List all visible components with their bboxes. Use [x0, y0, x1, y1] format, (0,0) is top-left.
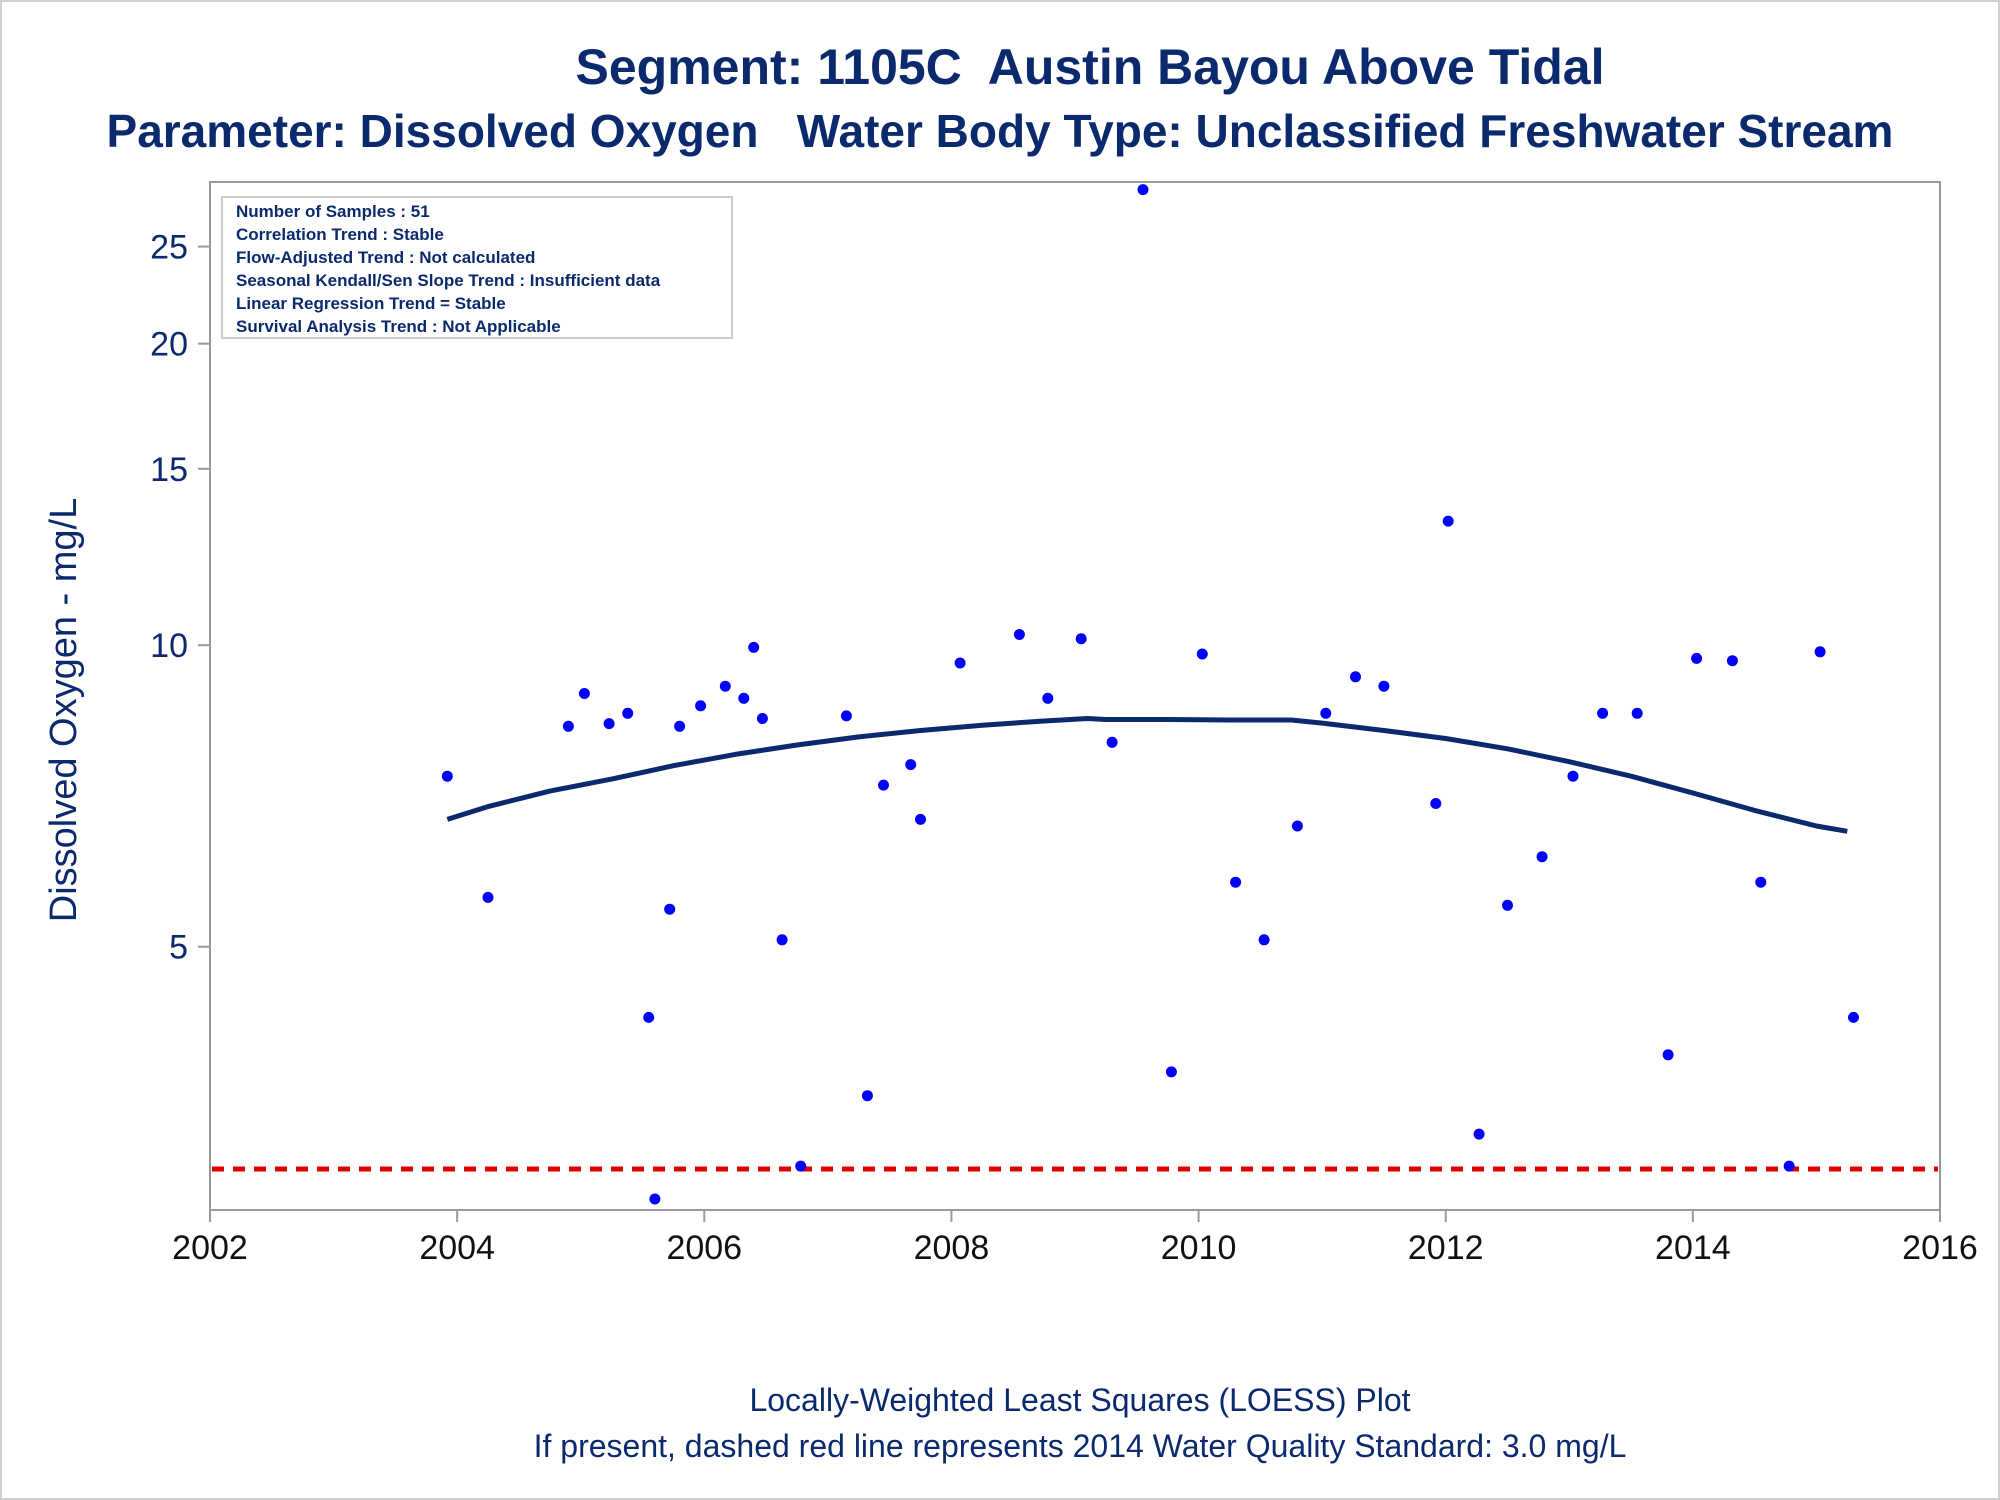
data-point	[603, 718, 615, 730]
data-point	[1848, 1011, 1859, 1023]
stats-line-flow-adjusted: Flow-Adjusted Trend : Not calculated	[236, 248, 535, 267]
data-point	[643, 1011, 655, 1023]
data-point	[1196, 648, 1208, 660]
data-point	[1442, 515, 1454, 527]
x-tick-label: 2004	[419, 1229, 495, 1267]
data-point	[1013, 629, 1025, 640]
y-axis-label: Dissolved Oxygen - mg/L	[43, 498, 85, 923]
data-point	[1783, 1160, 1795, 1172]
data-point	[1075, 633, 1087, 645]
data-point	[1106, 736, 1118, 748]
y-tick-label: 15	[150, 451, 188, 489]
data-point	[1258, 934, 1270, 946]
data-point	[562, 720, 574, 732]
data-point	[1691, 652, 1703, 664]
stats-line-samples: Number of Samples : 51	[236, 202, 430, 221]
data-point	[622, 707, 634, 719]
y-tick-label: 25	[150, 229, 188, 267]
stats-line-linear-regression: Linear Regression Trend = Stable	[236, 294, 506, 313]
chart-subtitle: Parameter: Dissolved Oxygen Water Body T…	[106, 105, 1894, 157]
data-point	[1597, 707, 1609, 719]
x-tick-label: 2012	[1408, 1229, 1484, 1267]
points-layer	[441, 184, 1859, 1205]
plot-area-border	[209, 181, 1941, 1211]
data-point	[795, 1160, 807, 1172]
data-point	[1291, 820, 1303, 832]
axis-layer: 2002 2004 2006 2008 2010 2012 2014 2016 5 10 15 20 2…	[150, 181, 1978, 1267]
data-point	[695, 700, 707, 712]
data-point	[840, 710, 852, 722]
data-point	[1137, 184, 1149, 196]
data-point	[1567, 770, 1579, 782]
x-tick-label: 2006	[666, 1229, 742, 1267]
loess-curve	[446, 716, 1848, 834]
loess-layer	[446, 716, 1848, 834]
x-tick-label: 2016	[1902, 1229, 1978, 1267]
data-point	[776, 934, 788, 946]
data-point	[1350, 671, 1361, 683]
data-point	[441, 770, 453, 782]
x-tick-label: 2002	[172, 1229, 248, 1267]
data-point	[1042, 692, 1054, 704]
data-point	[1536, 851, 1548, 863]
data-point	[1378, 680, 1390, 692]
data-point	[954, 657, 966, 669]
data-point	[578, 688, 590, 699]
data-point	[1320, 707, 1332, 719]
data-point	[1473, 1128, 1485, 1140]
data-point	[1726, 655, 1738, 667]
data-point	[861, 1090, 873, 1102]
footer-line-1: Locally-Weighted Least Squares (LOESS) P…	[749, 1382, 1411, 1418]
stats-inset: Number of Samples : 51 Correlation Trend…	[221, 196, 733, 339]
stats-inset-box	[221, 196, 733, 339]
data-point	[1631, 707, 1643, 719]
data-point	[1165, 1066, 1177, 1078]
data-point	[1502, 899, 1513, 911]
data-point	[748, 641, 760, 653]
data-point	[915, 813, 926, 825]
stats-line-survival: Survival Analysis Trend : Not Applicable	[236, 317, 561, 336]
data-point	[905, 759, 917, 771]
data-point	[664, 903, 676, 915]
data-point	[756, 713, 768, 724]
data-point	[738, 692, 750, 704]
data-point	[649, 1193, 661, 1205]
stats-line-correlation: Correlation Trend : Stable	[236, 225, 444, 244]
y-tick-label: 5	[169, 929, 188, 967]
data-point	[878, 779, 889, 791]
x-tick-label: 2014	[1655, 1229, 1731, 1267]
data-point	[1755, 876, 1767, 888]
footer-line-2: If present, dashed red line represents 2…	[533, 1428, 1627, 1464]
chart-title: Segment: 1105C Austin Bayou Above Tidal	[575, 39, 1605, 95]
stats-line-seasonal-kendall: Seasonal Kendall/Sen Slope Trend : Insuf…	[236, 271, 661, 290]
x-tick-label: 2010	[1161, 1229, 1237, 1267]
data-point	[1814, 646, 1826, 658]
data-point	[1662, 1049, 1674, 1061]
y-tick-label: 10	[150, 627, 188, 665]
data-point	[1430, 798, 1442, 809]
data-point	[719, 680, 731, 692]
data-point	[1230, 876, 1242, 888]
data-point	[674, 720, 686, 732]
y-tick-label: 20	[150, 326, 188, 364]
data-point	[482, 891, 494, 903]
x-tick-label: 2008	[914, 1229, 990, 1267]
